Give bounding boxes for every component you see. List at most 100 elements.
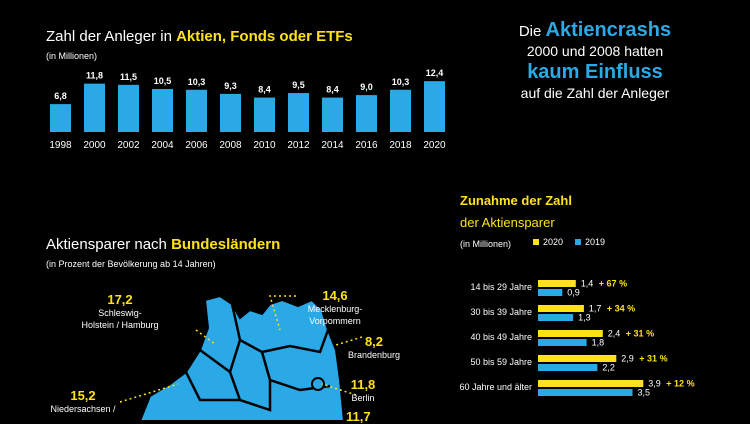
bar-value-label: 6,8 (54, 91, 67, 101)
berlin-marker (311, 377, 325, 391)
bar-value-label: 9,5 (292, 80, 305, 90)
leader-line-be (321, 383, 357, 396)
bar-value-label: 11,8 (86, 71, 103, 81)
leader-line-ni (119, 383, 179, 403)
age-group-label: 30 bis 39 Jahre (470, 307, 532, 317)
region-name-line1: Brandenburg (347, 350, 401, 360)
region-name-line1: Mecklenburg- (307, 304, 363, 314)
change-label: + 31 % (639, 354, 667, 364)
map-inner-border-2 (239, 329, 330, 354)
bar-2006 (186, 89, 207, 132)
legend-swatch-2020 (533, 239, 539, 245)
bar-2019-0 (538, 289, 563, 296)
bar-2019-2 (538, 339, 587, 346)
bar-2020-1 (538, 305, 584, 312)
headline-line1-bold: Aktiencrashs (545, 19, 672, 41)
region-name-line2: Vorpommern (309, 316, 361, 326)
bar-value-label: 1,3 (578, 313, 591, 323)
region-mecklenburg-vorpommern: 14,6 Mecklenburg- Vorpommern (290, 288, 380, 327)
map-inner-border-5 (184, 371, 240, 402)
bar-value-label: 8,4 (258, 85, 271, 95)
bar-value-label: 3,9 (648, 379, 661, 389)
age-group-label: 50 bis 59 Jahre (470, 357, 532, 367)
group-title-line1: Zunahme der Zahl (460, 193, 572, 208)
region-value: 8,2 (364, 334, 384, 349)
x-tick-label: 2018 (389, 140, 412, 151)
x-tick-label: 2002 (117, 140, 140, 151)
bar-value-label: 2,2 (602, 363, 615, 373)
x-tick-label: 1998 (49, 140, 72, 151)
legend-swatch-2019 (575, 239, 581, 245)
bar-2016 (356, 95, 377, 132)
group-subtitle: (in Millionen) (460, 239, 512, 249)
map-title-bold: Bundesländern (171, 236, 281, 253)
region-niedersachsen: 15,2 Niedersachsen / (40, 388, 126, 415)
bar-2012 (288, 93, 309, 132)
x-tick-label: 2006 (185, 140, 208, 151)
bar-2020 (424, 81, 445, 132)
bar-2020-2 (538, 330, 603, 337)
x-tick-label: 2000 (83, 140, 106, 151)
bar-chart-subtitle: (in Millionen) (46, 51, 98, 61)
bar-2018 (390, 89, 411, 132)
change-label: + 12 % (666, 379, 694, 389)
bar-value-label: 3,5 (638, 388, 651, 398)
bar-value-label: 1,8 (592, 338, 605, 348)
x-tick-label: 2004 (151, 140, 174, 151)
bar-value-label: 9,0 (360, 82, 373, 92)
region-name-line2: Holstein / Hamburg (81, 320, 159, 330)
headline-line3: kaum Einfluss (527, 61, 663, 83)
bar-2004 (152, 88, 173, 132)
change-label: + 67 % (599, 279, 627, 289)
age-group-label: 14 bis 29 Jahre (470, 282, 532, 292)
region-name-line1: Berlin (351, 393, 375, 403)
bar-value-label: 1,7 (589, 304, 602, 314)
map-section-subtitle: (in Prozent der Bevölkerung ab 14 Jahren… (46, 259, 216, 269)
bar-2000 (84, 83, 105, 132)
bar-2020-0 (538, 280, 576, 287)
bar-value-label: 10,3 (188, 77, 206, 87)
bar-2014 (322, 97, 343, 132)
bar-2020-4 (538, 380, 644, 387)
region-brandenburg: 8,2 Brandenburg (336, 334, 412, 361)
region-value-partial: 11,7 (346, 409, 371, 424)
bar-value-label: 1,4 (581, 279, 594, 289)
bar-value-label: 9,3 (224, 81, 237, 91)
leader-line-mv (268, 295, 296, 331)
bar-value-label: 8,4 (326, 85, 339, 95)
x-tick-label: 2016 (355, 140, 378, 151)
region-name-line1: Schleswig- (98, 308, 142, 318)
map-inner-border-1 (199, 303, 242, 375)
bar-value-label: 2,4 (608, 329, 621, 339)
legend-label-2019: 2019 (585, 237, 605, 247)
bar-1998 (50, 104, 71, 132)
headline: Die Aktiencrashs 2000 und 2008 hatten ka… (470, 20, 720, 102)
region-value: 15,2 (70, 388, 96, 403)
map-inner-border-4 (228, 371, 272, 412)
leader-line-sh (195, 329, 216, 345)
bar-value-label: 0,9 (567, 288, 580, 298)
map-state-outlines (138, 294, 346, 421)
map-title-plain: Aktiensparer nach (46, 236, 172, 253)
x-tick-label: 2014 (321, 140, 344, 151)
bar-2019-3 (538, 364, 598, 371)
bar-2020-3 (538, 355, 617, 362)
bar-value-label: 10,5 (154, 76, 172, 86)
x-tick-label: 2020 (423, 140, 446, 151)
age-group-label: 40 bis 49 Jahre (470, 332, 532, 342)
bar-value-label: 2,9 (621, 354, 634, 364)
x-tick-label: 2010 (253, 140, 276, 151)
bar-value-label: 12,4 (426, 68, 444, 78)
bar-chart-title-plain: Zahl der Anleger in (46, 28, 177, 45)
headline-line2: 2000 und 2008 hatten (526, 43, 664, 59)
region-value: 11,8 (350, 377, 376, 392)
region-value: 17,2 (107, 292, 133, 307)
region-name-line1: Niedersachsen / (50, 404, 116, 414)
legend-label-2020: 2020 (543, 237, 563, 247)
change-label: + 31 % (626, 329, 654, 339)
region-schleswig-holstein: 17,2 Schleswig- Holstein / Hamburg (62, 292, 178, 331)
bar-chart-title-bold: Aktien, Fonds oder ETFs (176, 28, 353, 45)
